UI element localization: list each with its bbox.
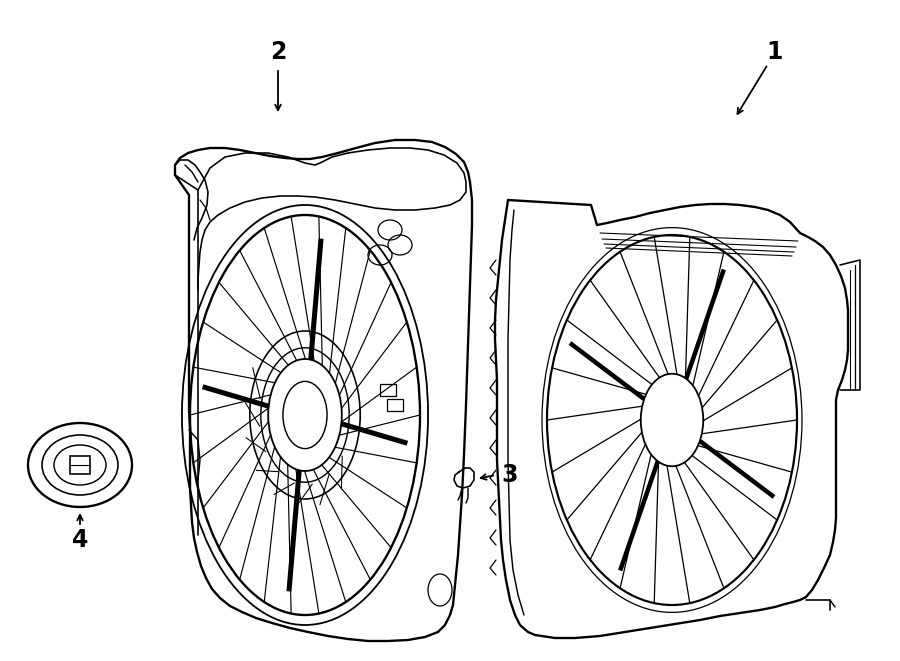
Ellipse shape [28, 423, 132, 507]
Ellipse shape [54, 445, 106, 485]
Ellipse shape [283, 381, 327, 449]
Ellipse shape [42, 435, 118, 495]
Ellipse shape [268, 359, 342, 471]
Text: 4: 4 [72, 528, 88, 552]
Text: 3: 3 [502, 463, 518, 487]
Text: 2: 2 [270, 40, 286, 64]
Ellipse shape [641, 373, 703, 466]
Text: 1: 1 [767, 40, 783, 64]
FancyBboxPatch shape [69, 455, 90, 475]
